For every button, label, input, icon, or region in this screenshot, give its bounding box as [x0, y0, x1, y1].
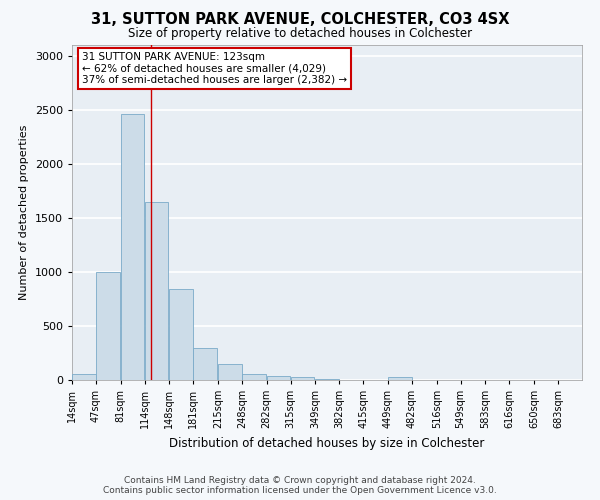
Text: Size of property relative to detached houses in Colchester: Size of property relative to detached ho… [128, 28, 472, 40]
Text: 31, SUTTON PARK AVENUE, COLCHESTER, CO3 4SX: 31, SUTTON PARK AVENUE, COLCHESTER, CO3 … [91, 12, 509, 28]
Bar [96, 272, 119, 380]
Bar [193, 348, 217, 380]
Bar [145, 202, 168, 380]
Bar [218, 364, 242, 380]
Bar [169, 289, 193, 380]
Bar [290, 377, 314, 380]
Bar [121, 114, 144, 380]
Bar [242, 374, 266, 380]
X-axis label: Distribution of detached houses by size in Colchester: Distribution of detached houses by size … [169, 436, 485, 450]
Text: Contains HM Land Registry data © Crown copyright and database right 2024.
Contai: Contains HM Land Registry data © Crown c… [103, 476, 497, 495]
Bar [267, 376, 290, 380]
Bar [72, 374, 95, 380]
Text: 31 SUTTON PARK AVENUE: 123sqm
← 62% of detached houses are smaller (4,029)
37% o: 31 SUTTON PARK AVENUE: 123sqm ← 62% of d… [82, 52, 347, 85]
Y-axis label: Number of detached properties: Number of detached properties [19, 125, 29, 300]
Bar [388, 377, 412, 380]
